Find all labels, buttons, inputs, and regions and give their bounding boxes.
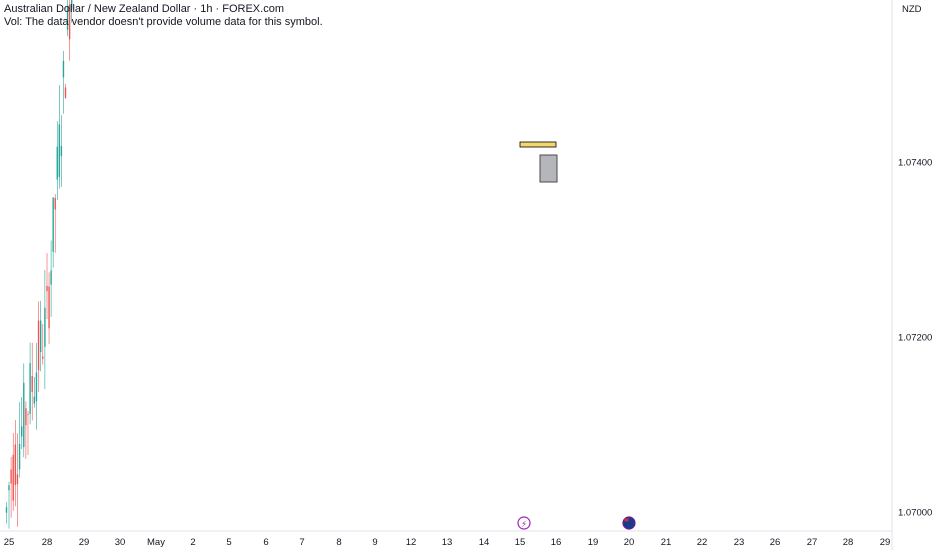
time-tick-24: 29 xyxy=(880,537,891,548)
candle-body-17 xyxy=(42,356,44,359)
time-tick-6: 5 xyxy=(226,537,231,548)
currency-label: NZD xyxy=(902,4,922,15)
candle-body-25 xyxy=(58,124,61,177)
time-tick-12: 13 xyxy=(442,537,453,548)
price-tick-12: 1.07200 xyxy=(898,333,932,344)
time-tick-0: 25 xyxy=(4,537,15,548)
candle-body-21 xyxy=(50,270,52,285)
candle-body-27 xyxy=(62,60,65,78)
candle-body-6 xyxy=(18,443,21,470)
yellow-marker xyxy=(519,141,557,148)
grid xyxy=(0,0,893,550)
candle-body-16 xyxy=(39,320,42,353)
candle-body-28 xyxy=(64,87,67,98)
lightning-event-icon xyxy=(517,516,531,530)
candle-body-18 xyxy=(44,307,46,347)
volume-note: Vol: The data vendor doesn't provide vol… xyxy=(4,16,323,28)
time-tick-4: May xyxy=(147,537,165,548)
candle-body-26 xyxy=(60,145,63,157)
time-tick-2: 29 xyxy=(79,537,90,548)
symbol-title: Australian Dollar / New Zealand Dollar ·… xyxy=(4,3,284,15)
time-tick-11: 12 xyxy=(406,537,417,548)
price-axis: NZD1.098001.096001.094001.092001.088001.… xyxy=(898,4,932,519)
time-tick-7: 6 xyxy=(263,537,268,548)
time-tick-1: 28 xyxy=(42,537,53,548)
time-tick-13: 14 xyxy=(479,537,490,548)
candle-body-20 xyxy=(48,286,50,329)
time-tick-3: 30 xyxy=(115,537,126,548)
time-tick-9: 8 xyxy=(336,537,341,548)
time-tick-5: 2 xyxy=(190,537,195,548)
candle-body-29 xyxy=(66,6,69,30)
time-tick-17: 20 xyxy=(624,537,635,548)
candle-body-22 xyxy=(52,197,54,252)
candle-body-14 xyxy=(35,372,38,402)
candle-body-10 xyxy=(27,414,29,416)
candle-body-13 xyxy=(33,396,36,404)
candle-body-2 xyxy=(10,469,12,484)
grey-box xyxy=(539,154,558,183)
candle-body-3 xyxy=(12,454,14,501)
time-tick-23: 28 xyxy=(843,537,854,548)
candle-body-5 xyxy=(16,474,19,485)
flag-union-mark xyxy=(624,518,629,522)
time-tick-10: 9 xyxy=(372,537,377,548)
time-tick-22: 27 xyxy=(807,537,818,548)
zones xyxy=(519,141,558,183)
candle-body-4 xyxy=(14,444,17,485)
candle-body-8 xyxy=(23,382,25,448)
time-tick-18: 21 xyxy=(661,537,672,548)
time-tick-19: 22 xyxy=(697,537,708,548)
time-tick-14: 15 xyxy=(515,537,526,548)
price-tick-11: 1.07400 xyxy=(898,158,932,169)
time-axis: 25 28 29 30 May 2 5 6 7 8 9 12 13 14 15 16 19 20 21 22 23 26 2… xyxy=(4,516,891,548)
candle-body-11 xyxy=(29,363,31,414)
candle-body-19 xyxy=(46,285,48,292)
time-tick-16: 19 xyxy=(588,537,599,548)
time-tick-15: 16 xyxy=(551,537,562,548)
time-tick-20: 23 xyxy=(734,537,745,548)
time-tick-8: 7 xyxy=(299,537,304,548)
candle-body-23 xyxy=(54,198,56,210)
candle-body-31 xyxy=(70,0,73,10)
lightning-glyph: ⚡ xyxy=(521,519,527,529)
candle-body-9 xyxy=(25,408,27,426)
candles xyxy=(5,0,73,529)
candle-body-30 xyxy=(68,4,71,40)
time-tick-21: 26 xyxy=(770,537,781,548)
candle-body-7 xyxy=(20,426,23,437)
candle-body-1 xyxy=(8,485,10,491)
price-tick-13: 1.07000 xyxy=(898,508,932,519)
candle-body-24 xyxy=(56,146,58,180)
candle-body-15 xyxy=(37,320,40,371)
candle-body-12 xyxy=(31,376,33,392)
candle-body-0 xyxy=(5,507,8,513)
